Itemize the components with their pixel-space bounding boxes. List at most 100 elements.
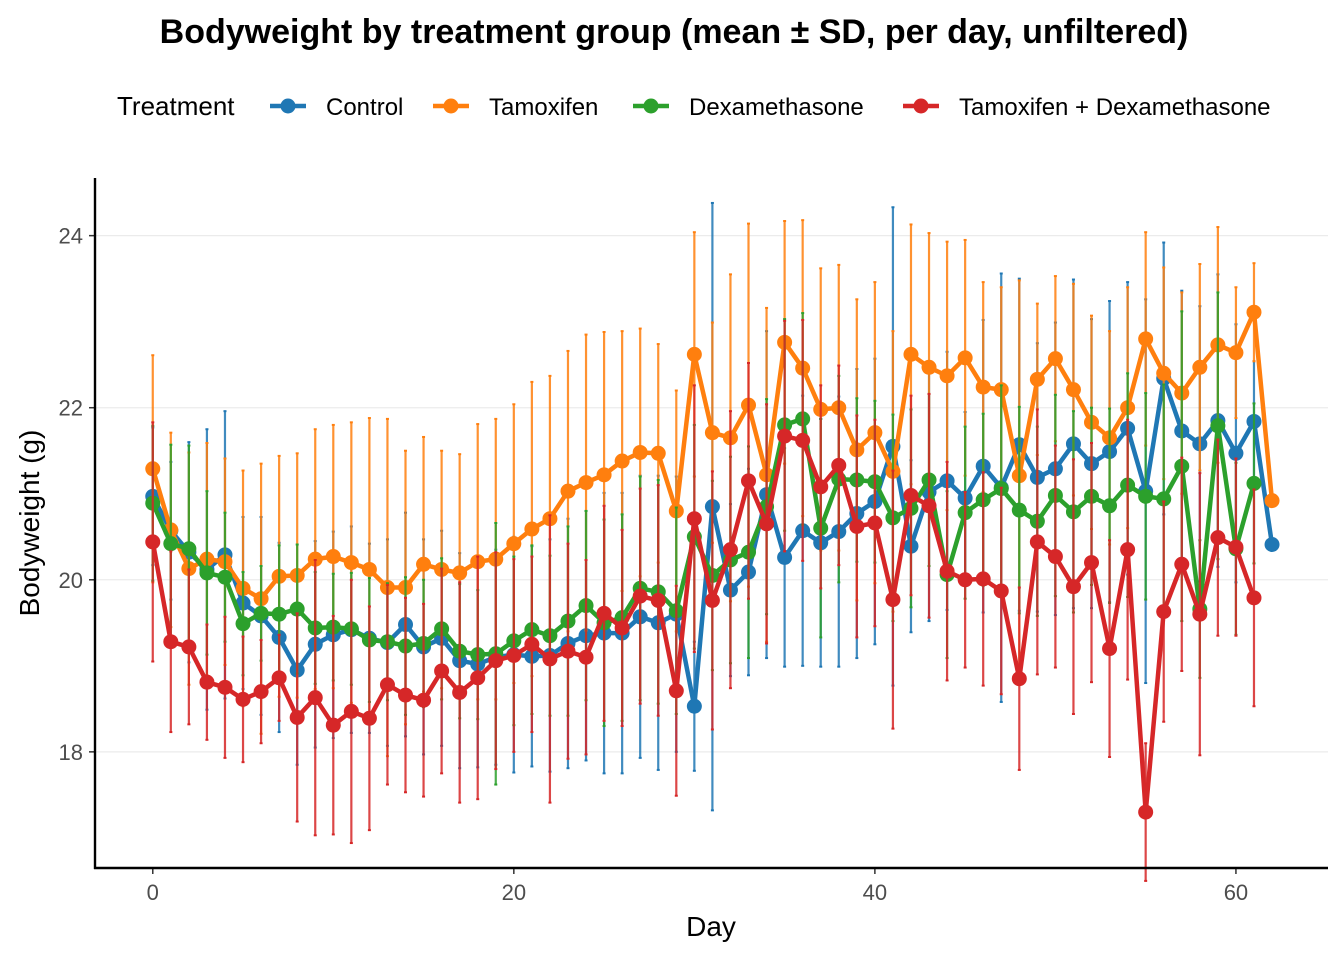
data-point bbox=[741, 473, 757, 489]
data-point bbox=[704, 425, 720, 441]
data-point bbox=[578, 649, 594, 665]
data-point bbox=[686, 346, 702, 362]
data-point bbox=[1210, 530, 1226, 546]
data-point bbox=[1011, 671, 1027, 687]
y-tick-label: 18 bbox=[59, 740, 83, 765]
data-point bbox=[1156, 491, 1172, 507]
chart-title: Bodyweight by treatment group (mean ± SD… bbox=[160, 13, 1189, 51]
data-point bbox=[777, 549, 793, 565]
data-point bbox=[795, 432, 811, 448]
legend-item-tamoxifen-dexamethasone: Tamoxifen + Dexamethasone bbox=[903, 94, 1271, 121]
data-point bbox=[271, 606, 287, 622]
data-point bbox=[506, 536, 522, 552]
x-tick-label: 20 bbox=[502, 880, 526, 905]
data-point bbox=[361, 561, 377, 577]
data-point bbox=[199, 565, 215, 581]
legend-label: Control bbox=[326, 94, 403, 121]
data-point bbox=[686, 511, 702, 527]
legend-key-point bbox=[443, 98, 459, 114]
data-point bbox=[1102, 498, 1118, 514]
data-point bbox=[434, 663, 450, 679]
legend-label: Tamoxifen + Dexamethasone bbox=[959, 94, 1271, 121]
data-point bbox=[686, 698, 702, 714]
data-point bbox=[849, 518, 865, 534]
data-point bbox=[957, 350, 973, 366]
data-point bbox=[975, 571, 991, 587]
series-dexamethasone bbox=[145, 291, 1262, 786]
data-point bbox=[1120, 542, 1136, 558]
data-point bbox=[488, 653, 504, 669]
plot-area bbox=[145, 201, 1280, 882]
data-point bbox=[668, 683, 684, 699]
data-point bbox=[343, 703, 359, 719]
data-point bbox=[1047, 549, 1063, 565]
x-axis-title: Day bbox=[686, 911, 736, 942]
data-point bbox=[1084, 555, 1100, 571]
data-point bbox=[1192, 606, 1208, 622]
data-point bbox=[921, 498, 937, 514]
data-point bbox=[145, 534, 161, 550]
data-point bbox=[398, 687, 414, 703]
data-point bbox=[1102, 641, 1118, 657]
x-tick-label: 40 bbox=[863, 880, 887, 905]
data-point bbox=[993, 583, 1009, 599]
data-point bbox=[831, 457, 847, 473]
x-tick-label: 60 bbox=[1224, 880, 1248, 905]
legend-item-tamoxifen: Tamoxifen bbox=[433, 94, 598, 121]
data-point bbox=[939, 563, 955, 579]
data-point bbox=[596, 605, 612, 621]
data-point bbox=[325, 717, 341, 733]
data-point bbox=[957, 572, 973, 588]
data-point bbox=[217, 679, 233, 695]
data-point bbox=[506, 647, 522, 663]
data-point bbox=[416, 692, 432, 708]
data-point bbox=[1264, 493, 1280, 509]
data-point bbox=[416, 556, 432, 572]
y-axis-title: Bodyweight (g) bbox=[14, 430, 45, 617]
data-point bbox=[199, 674, 215, 690]
data-point bbox=[271, 670, 287, 686]
data-point bbox=[1138, 331, 1154, 347]
data-point bbox=[343, 555, 359, 571]
data-point bbox=[1138, 488, 1154, 504]
y-tick-label: 20 bbox=[59, 568, 83, 593]
data-point bbox=[596, 467, 612, 483]
data-point bbox=[163, 536, 179, 552]
data-point bbox=[379, 677, 395, 693]
axes: 18 20 22 24 0 20 40 60 bbox=[59, 178, 1328, 905]
data-point bbox=[650, 592, 666, 608]
data-point bbox=[181, 541, 197, 557]
data-point bbox=[163, 634, 179, 650]
series-tamoxifen-dexamethasone bbox=[145, 318, 1262, 882]
data-point bbox=[975, 379, 991, 395]
data-point bbox=[1264, 537, 1280, 553]
data-point bbox=[1174, 556, 1190, 572]
data-point bbox=[253, 684, 269, 700]
data-point bbox=[1011, 502, 1027, 518]
data-point bbox=[1138, 804, 1154, 820]
legend-key-point bbox=[643, 98, 659, 114]
data-point bbox=[560, 643, 576, 659]
data-point bbox=[1047, 351, 1063, 367]
data-point bbox=[1228, 345, 1244, 361]
data-point bbox=[307, 690, 323, 706]
data-point bbox=[578, 475, 594, 491]
data-point bbox=[813, 479, 829, 495]
legend-key-point bbox=[280, 98, 296, 114]
legend: Treatment Control Tamoxifen Dexamethasone T… bbox=[117, 91, 1271, 121]
data-point bbox=[867, 515, 883, 531]
legend-key-point bbox=[913, 98, 929, 114]
data-point bbox=[1029, 534, 1045, 550]
data-point bbox=[1246, 304, 1262, 320]
data-point bbox=[1210, 418, 1226, 434]
data-point bbox=[903, 487, 919, 503]
data-point bbox=[361, 710, 377, 726]
data-point bbox=[885, 592, 901, 608]
data-point bbox=[560, 483, 576, 499]
legend-label: Tamoxifen bbox=[489, 94, 598, 121]
data-point bbox=[289, 601, 305, 617]
legend-item-dexamethasone: Dexamethasone bbox=[633, 94, 864, 121]
legend-label: Dexamethasone bbox=[689, 94, 864, 121]
data-point bbox=[1246, 475, 1262, 491]
